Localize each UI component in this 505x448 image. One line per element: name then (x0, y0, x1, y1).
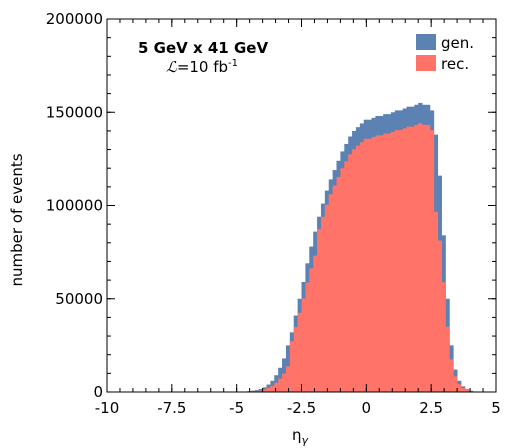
rec-bar (449, 359, 454, 392)
rec-bar (460, 388, 466, 392)
axis-ticks (106, 18, 497, 393)
rec-bar (254, 390, 260, 392)
rec-bar (344, 161, 349, 392)
legend-swatch-gen (416, 34, 436, 50)
x-tick-label: -10 (95, 399, 120, 417)
rec-bar (363, 138, 369, 392)
x-tick-label: 5 (491, 399, 501, 417)
rec-bar (324, 204, 330, 392)
rec-bar (328, 194, 334, 392)
rec-bar (289, 341, 295, 392)
rec-bar (278, 378, 283, 392)
rec-bar (437, 240, 442, 392)
rec-bar (383, 133, 388, 392)
rec-bar (313, 255, 318, 392)
y-tick-label: 100000 (46, 197, 103, 215)
rec-bar (305, 282, 310, 392)
rec-bar (387, 133, 392, 392)
rec-bar (445, 326, 450, 392)
rec-bar (375, 135, 380, 393)
y-tick-label: 150000 (46, 103, 103, 121)
rec-bar (422, 124, 427, 392)
rec-bar (336, 176, 341, 392)
rec-bar (340, 168, 345, 392)
rec-bar (453, 376, 458, 392)
rec-bar (371, 137, 376, 392)
rec-bar (406, 126, 411, 392)
rec-bar (285, 366, 291, 392)
rec-bar (317, 228, 322, 392)
rec-bar (410, 126, 415, 392)
rec-bar (293, 327, 299, 392)
rec-bar (297, 312, 302, 392)
legend-label-gen: gen. (441, 34, 474, 52)
x-tick-label: 2.5 (419, 399, 443, 417)
rec-bar (262, 389, 267, 392)
rec-bar (332, 185, 337, 392)
x-axis-label: ηγ (292, 426, 309, 447)
x-tick-label: 0 (362, 399, 372, 417)
rec-bar (441, 282, 446, 392)
rec-series (239, 123, 485, 393)
rec-bar (258, 390, 263, 392)
y-axis-label: number of events (8, 153, 26, 286)
tick-labels: -10 -7.5 -5 -2.5 0 2.5 5 0 50000 100000 150000 2000… (46, 10, 501, 417)
rec-bar (429, 130, 435, 392)
x-tick-label: -2.5 (287, 399, 316, 417)
rec-bar (433, 211, 439, 392)
legend-swatch-rec (416, 55, 436, 71)
y-tick-label: 200000 (46, 10, 103, 28)
rec-bar (274, 382, 279, 392)
x-tick-label: -5 (229, 399, 244, 417)
rec-bar (309, 268, 314, 392)
rec-bar (367, 138, 372, 392)
rec-bar (320, 216, 326, 392)
y-tick-label: 50000 (55, 290, 103, 308)
rec-bar (394, 130, 400, 392)
rec-bar (301, 298, 306, 392)
legend-label-rec: rec. (441, 55, 469, 73)
annotation-beam: 5 GeV x 41 GeV (138, 39, 268, 57)
x-tick-label: -7.5 (157, 399, 186, 417)
rec-bar (355, 145, 361, 392)
rec-bar (379, 135, 384, 393)
rec-bar (425, 124, 431, 392)
rec-bar (390, 131, 396, 392)
rec-bar (352, 149, 357, 392)
rec-bar (348, 154, 353, 392)
rec-bar (414, 124, 419, 392)
y-tick-label: 0 (93, 383, 103, 401)
rec-bar (282, 373, 287, 392)
annotation-luminosity: ℒ=10 fb-1 (166, 58, 238, 76)
rec-bar (270, 385, 275, 392)
rec-bar (359, 142, 365, 392)
rec-bar (398, 130, 404, 392)
rec-bar (457, 384, 462, 392)
rec-bar (402, 128, 407, 393)
rec-bar (418, 123, 423, 392)
rec-bar (266, 387, 271, 392)
rec-bar (464, 390, 470, 392)
